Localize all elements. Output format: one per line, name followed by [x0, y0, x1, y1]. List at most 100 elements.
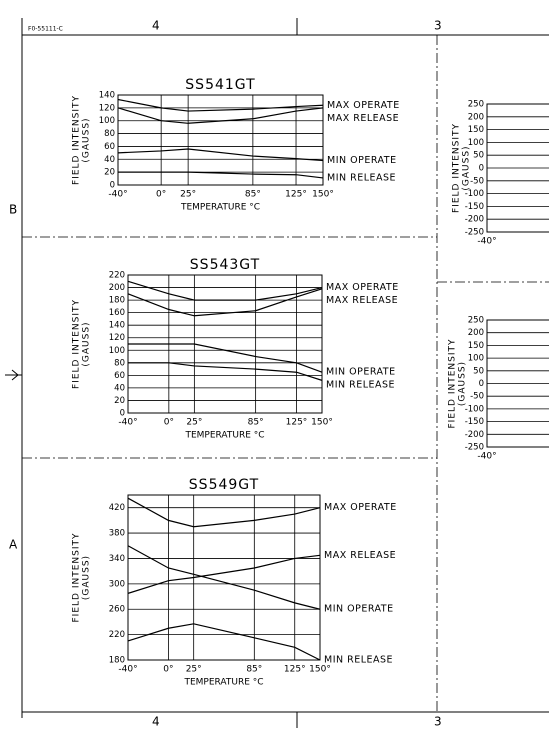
x-tick-label: 0°	[156, 190, 166, 200]
y-tick-label: 120	[109, 333, 125, 343]
y-tick-label: 150	[468, 341, 484, 351]
plot-border	[127, 494, 321, 661]
y-tick-label: 20	[114, 396, 125, 406]
x-tick-label: -40°	[118, 418, 137, 428]
series-label: MAX OPERATE	[326, 282, 399, 293]
y-tick-label: 40	[114, 383, 125, 393]
series-line	[117, 98, 324, 112]
y-tick-label: 340	[109, 554, 125, 564]
y-tick-label: -200	[465, 215, 484, 225]
y-axis-label: (GAUSS)	[458, 361, 468, 406]
series-line	[128, 343, 323, 373]
y-tick-label: 200	[468, 328, 484, 338]
series-line	[127, 545, 321, 610]
series-label: MAX RELEASE	[324, 550, 396, 561]
series-label: MAX RELEASE	[327, 113, 399, 124]
series-line	[117, 107, 324, 124]
y-tick-label: 100	[468, 354, 484, 364]
y-axis-label: (GAUSS)	[462, 145, 472, 190]
y-tick-label: 220	[109, 271, 125, 281]
y-tick-label: 160	[109, 308, 125, 318]
y-tick-label: -150	[465, 417, 484, 427]
series-line	[127, 280, 323, 301]
center-arrow	[11, 369, 19, 381]
x-tick-label: 25°	[186, 418, 202, 428]
y-tick-label: 0	[479, 164, 484, 174]
x-axis-label: TEMPERATURE °C	[183, 678, 263, 688]
x-axis-label: TEMPERATURE °C	[180, 203, 260, 213]
y-tick-label: 60	[114, 371, 125, 381]
zone-label: 3	[434, 715, 442, 729]
y-tick-label: 250	[468, 316, 484, 326]
y-tick-label: 40	[104, 155, 115, 165]
zone-label: 4	[152, 19, 160, 33]
y-tick-label: -250	[465, 443, 484, 453]
x-tick-label: 25°	[180, 190, 196, 200]
x-tick-label: 25°	[186, 665, 202, 675]
y-tick-label: -100	[465, 189, 484, 199]
x-axis-label: TEMPERATURE °C	[184, 431, 264, 441]
y-axis-label: (GAUSS)	[82, 117, 92, 162]
series-label: MAX OPERATE	[324, 502, 397, 513]
series-label: MAX RELEASE	[326, 295, 398, 306]
zone-label: 3	[434, 19, 442, 33]
chart-title: SS543GT	[190, 257, 260, 273]
series-label: MIN RELEASE	[324, 655, 393, 666]
series-line	[128, 362, 323, 381]
y-tick-label: 120	[99, 103, 115, 113]
series-label: MAX OPERATE	[327, 100, 400, 111]
x-tick-label: 125°	[286, 418, 308, 428]
y-tick-label: 180	[109, 656, 125, 666]
y-tick-label: 50	[473, 151, 484, 161]
y-tick-label: 100	[109, 346, 125, 356]
chart-title: SS541GT	[185, 77, 255, 93]
y-tick-label: 180	[109, 296, 125, 306]
y-tick-label: -150	[465, 202, 484, 212]
x-tick-label: 125°	[284, 665, 306, 675]
y-tick-label: 0	[120, 409, 125, 419]
y-tick-label: 100	[99, 116, 115, 126]
x-tick-label: 150°	[309, 665, 331, 675]
series-label: MIN RELEASE	[326, 380, 395, 391]
y-tick-label: 380	[109, 529, 125, 539]
y-tick-label: 220	[109, 630, 125, 640]
y-tick-label: 80	[114, 358, 125, 368]
x-tick-label: 150°	[311, 418, 333, 428]
y-tick-label: 150	[468, 125, 484, 135]
y-tick-label: 80	[104, 129, 115, 139]
zone-label: 4	[152, 715, 160, 729]
series-label: MIN OPERATE	[326, 367, 396, 378]
zone-label: B	[9, 203, 17, 217]
y-tick-label: -100	[465, 404, 484, 414]
y-tick-label: 420	[109, 503, 125, 513]
y-axis-label: FIELD INTENSITY	[452, 123, 462, 213]
series-line	[117, 148, 324, 162]
x-tick-label: 85°	[245, 190, 261, 200]
x-tick-label: -40°	[477, 452, 496, 462]
y-tick-label: 50	[473, 366, 484, 376]
x-tick-label: 0°	[163, 665, 173, 675]
series-label: MIN RELEASE	[327, 172, 396, 183]
y-tick-label: 100	[468, 138, 484, 148]
x-tick-label: 125°	[285, 190, 307, 200]
y-axis-label: FIELD INTENSITY	[72, 533, 82, 623]
y-axis-label: (GAUSS)	[82, 321, 92, 366]
drawing-number: F0-55111-C	[28, 26, 63, 33]
plot-border	[486, 103, 549, 233]
y-tick-label: 140	[99, 91, 115, 101]
y-tick-label: 200	[468, 112, 484, 122]
x-tick-label: -40°	[108, 190, 127, 200]
x-tick-label: -40°	[118, 665, 137, 675]
y-tick-label: 300	[109, 579, 125, 589]
y-tick-label: 200	[109, 283, 125, 293]
y-axis-label: FIELD INTENSITY	[72, 95, 82, 185]
y-tick-label: 60	[104, 142, 115, 152]
plot-border	[486, 319, 549, 448]
chart-title: SS549GT	[189, 477, 259, 493]
y-tick-label: -50	[470, 392, 484, 402]
y-tick-label: 0	[110, 181, 115, 191]
series-line	[127, 623, 321, 661]
y-tick-label: -50	[470, 176, 484, 186]
series-label: MIN OPERATE	[327, 155, 397, 166]
